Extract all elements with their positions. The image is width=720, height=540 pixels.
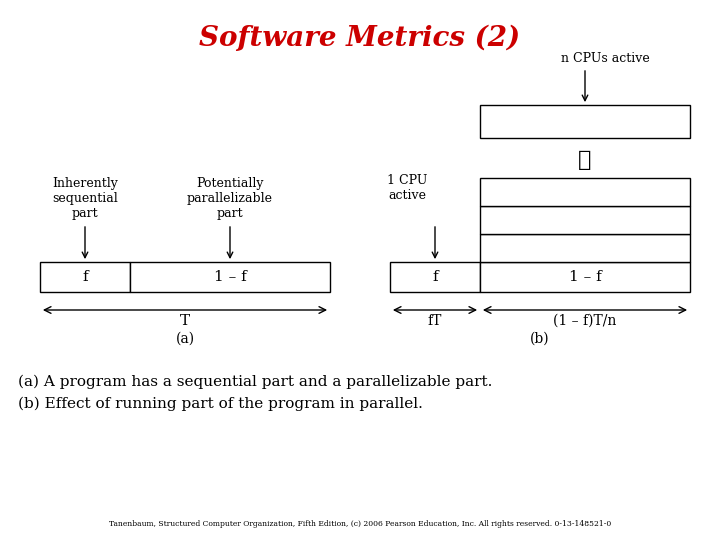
Bar [480,178,690,206]
Bar [40,262,130,292]
Bar [390,262,480,292]
Text: 1 – f: 1 – f [214,270,246,284]
Bar [480,206,690,234]
Text: 1 – f: 1 – f [569,270,601,284]
Text: (b) Effect of running part of the program in parallel.: (b) Effect of running part of the progra… [18,397,423,411]
Bar [130,262,330,292]
Text: (a) A program has a sequential part and a parallelizable part.: (a) A program has a sequential part and … [18,375,492,389]
Text: Potentially
parallelizable
part: Potentially parallelizable part [187,177,273,220]
Text: f: f [432,270,438,284]
Bar [480,105,690,138]
Text: n CPUs active: n CPUs active [561,52,649,65]
Text: T: T [180,314,190,328]
Text: (b): (b) [530,332,550,346]
Text: (a): (a) [176,332,194,346]
Text: fT: fT [428,314,442,328]
Text: Tanenbaum, Structured Computer Organization, Fifth Edition, (c) 2006 Pearson Edu: Tanenbaum, Structured Computer Organizat… [109,520,611,528]
Bar [480,262,690,292]
Text: ⋮: ⋮ [578,149,592,171]
Text: 1 CPU
active: 1 CPU active [387,174,427,202]
Text: Inherently
sequential
part: Inherently sequential part [52,177,118,220]
Bar [480,234,690,262]
Text: f: f [82,270,88,284]
Text: Software Metrics (2): Software Metrics (2) [199,25,521,52]
Text: (1 – f)T/n: (1 – f)T/n [553,314,617,328]
